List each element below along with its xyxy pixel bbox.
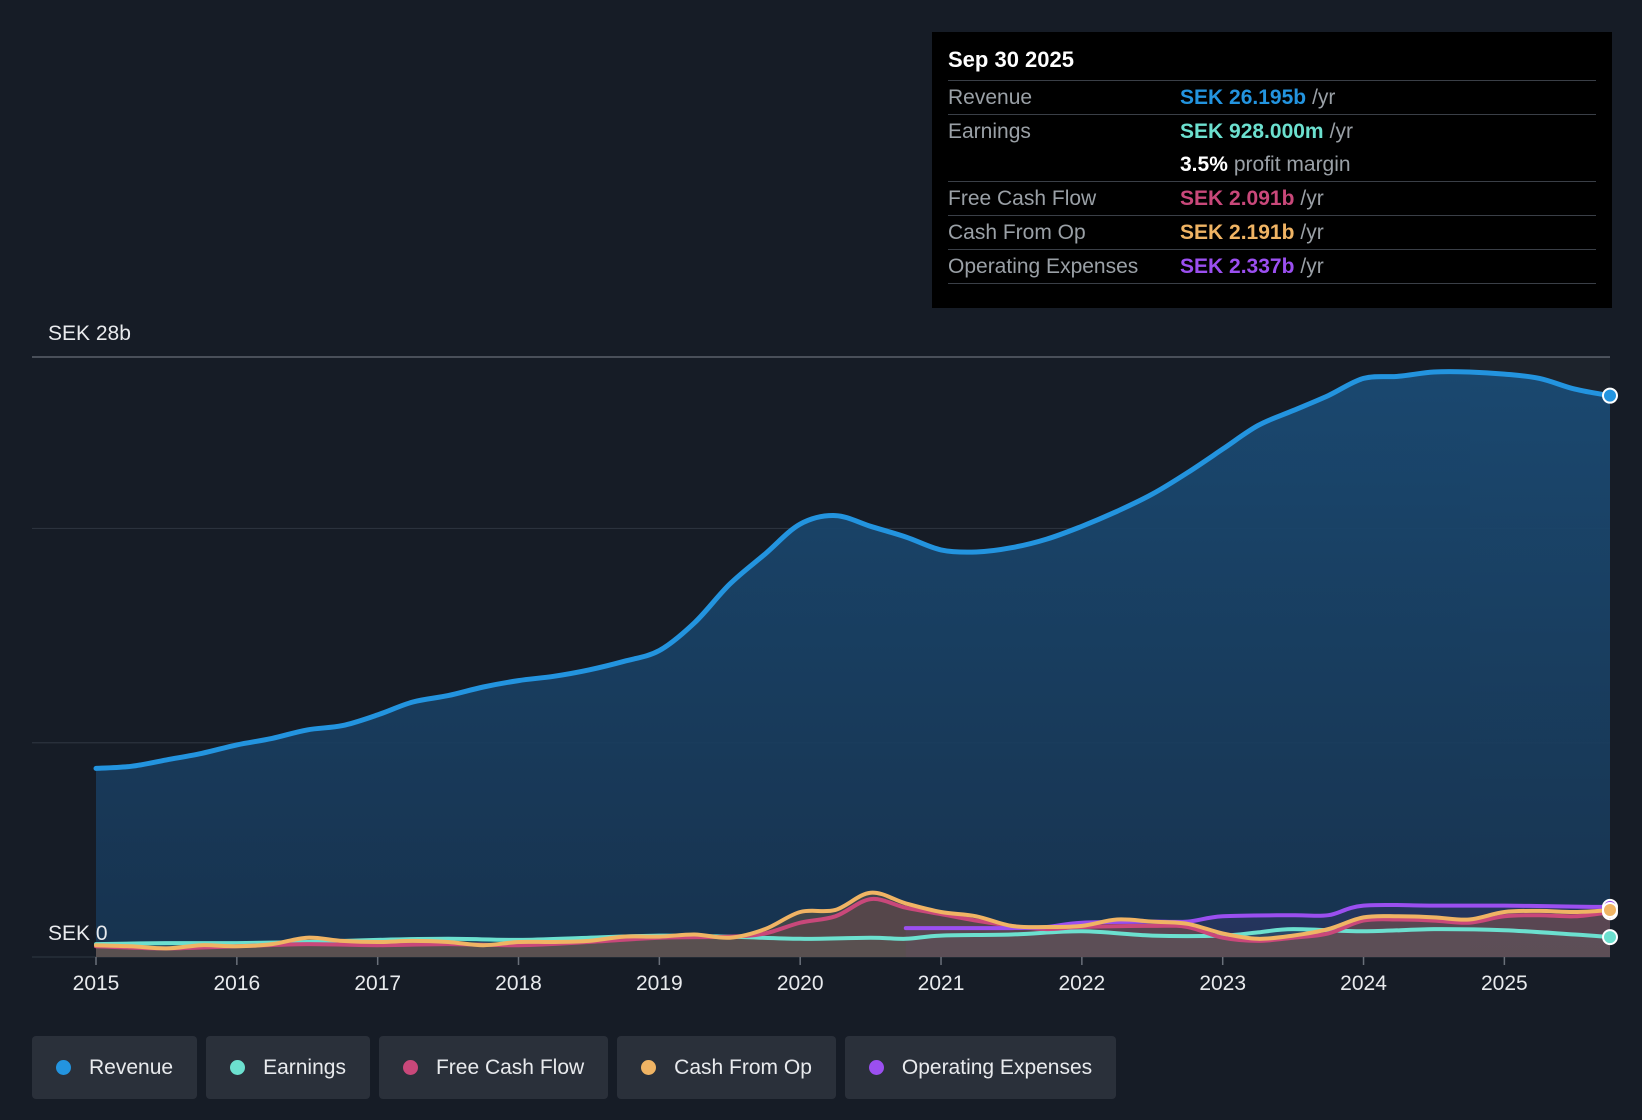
tooltip-row-label: Cash From Op xyxy=(948,220,1086,244)
legend-item-earnings[interactable]: Earnings xyxy=(206,1036,370,1099)
y-axis-top-label: SEK 28b xyxy=(48,322,131,345)
x-tick-label: 2016 xyxy=(213,972,260,995)
revenue-endpoint xyxy=(1602,387,1618,404)
tooltip-row: Free Cash Flow SEK 2.091b/yr xyxy=(948,181,1596,215)
tooltip-date: Sep 30 2025 xyxy=(948,47,1074,72)
legend-item-revenue[interactable]: Revenue xyxy=(32,1036,198,1099)
x-tick-label: 2015 xyxy=(73,972,120,995)
tooltip-row-value: 3.5% xyxy=(1180,152,1228,176)
x-axis: 2015 2016 2017 2018 2019 2020 2021 2022 2023 2024… xyxy=(73,957,1528,995)
tooltip-row: Cash From Op SEK 2.191b/yr xyxy=(948,215,1596,249)
x-tick-label: 2025 xyxy=(1481,972,1528,995)
earnings-line xyxy=(94,927,1612,947)
tooltip-row-value: SEK 2.337b xyxy=(1180,254,1295,278)
x-tick-label: 2017 xyxy=(354,972,401,995)
series-lines xyxy=(93,369,1613,951)
tooltip: Sep 30 2025 Revenue SEK 26.195b/yr Earning… xyxy=(932,32,1612,308)
tooltip-row-label: Earnings xyxy=(948,119,1031,143)
x-tick-label: 2019 xyxy=(636,972,683,995)
tooltip-row: Revenue SEK 26.195b/yr xyxy=(948,80,1596,114)
legend-dot-icon xyxy=(402,1060,418,1075)
legend-item-free-cash-flow[interactable]: Free Cash Flow xyxy=(378,1036,609,1099)
legend-label: Cash From Op xyxy=(674,1055,812,1079)
series-areas xyxy=(96,371,1610,957)
tooltip-row-value: SEK 26.195b xyxy=(1180,85,1307,109)
x-tick-label: 2021 xyxy=(918,972,965,995)
tooltip-row-unit: /yr xyxy=(1312,85,1336,109)
x-tick-label: 2018 xyxy=(495,972,542,995)
tooltip-row-label: Operating Expenses xyxy=(948,254,1139,278)
x-tick-label: 2020 xyxy=(777,972,824,995)
legend-label: Operating Expenses xyxy=(901,1055,1093,1079)
legend-dot-icon xyxy=(230,1060,246,1075)
earnings-endpoint xyxy=(1602,929,1618,946)
tooltip-row: 3.5% profit margin xyxy=(948,148,1596,181)
tooltip-rows: Revenue SEK 26.195b/yr Earnings SEK 928.000… xyxy=(948,80,1596,284)
y-axis-bottom-label: SEK 0 xyxy=(48,922,108,945)
legend-label: Free Cash Flow xyxy=(435,1055,585,1079)
legend-label: Earnings xyxy=(263,1055,346,1079)
tooltip-row: Operating Expenses SEK 2.337b/yr xyxy=(948,249,1596,284)
revenue-line xyxy=(93,369,1613,771)
legend-dot-icon xyxy=(641,1060,657,1075)
x-tick-label: 2023 xyxy=(1199,972,1246,995)
tooltip-row: Earnings SEK 928.000m/yr xyxy=(948,114,1596,148)
tooltip-row-unit: /yr xyxy=(1300,186,1324,210)
cash-from-op-line xyxy=(94,890,1612,951)
legend-dot-icon xyxy=(868,1060,884,1075)
tooltip-row-unit: /yr xyxy=(1329,119,1353,143)
legend-label: Revenue xyxy=(89,1055,174,1079)
tooltip-row-unit: /yr xyxy=(1300,220,1324,244)
series-endpoints xyxy=(1602,387,1618,946)
free-cash-flow-area xyxy=(96,898,1610,957)
tooltip-row-label: Free Cash Flow xyxy=(948,186,1097,210)
legend: Revenue Earnings Free Cash Flow Cash From O… xyxy=(32,1036,1117,1099)
x-tick-label: 2024 xyxy=(1340,972,1387,995)
tooltip-row-label: Revenue xyxy=(948,85,1033,109)
legend-item-operating-expenses[interactable]: Operating Expenses xyxy=(844,1036,1117,1099)
legend-dot-icon xyxy=(56,1060,71,1075)
legend-item-cash-from-op[interactable]: Cash From Op xyxy=(617,1036,836,1099)
revenue-area xyxy=(96,371,1610,957)
tooltip-row-unit: /yr xyxy=(1300,254,1324,278)
tooltip-row-value: SEK 2.191b xyxy=(1180,220,1295,244)
tooltip-row-value: SEK 2.091b xyxy=(1180,186,1295,210)
tooltip-row-value: SEK 928.000m xyxy=(1180,119,1324,143)
x-tick-label: 2022 xyxy=(1059,972,1106,995)
cash-from-op-endpoint xyxy=(1602,902,1618,919)
tooltip-row-unit: profit margin xyxy=(1233,152,1351,176)
